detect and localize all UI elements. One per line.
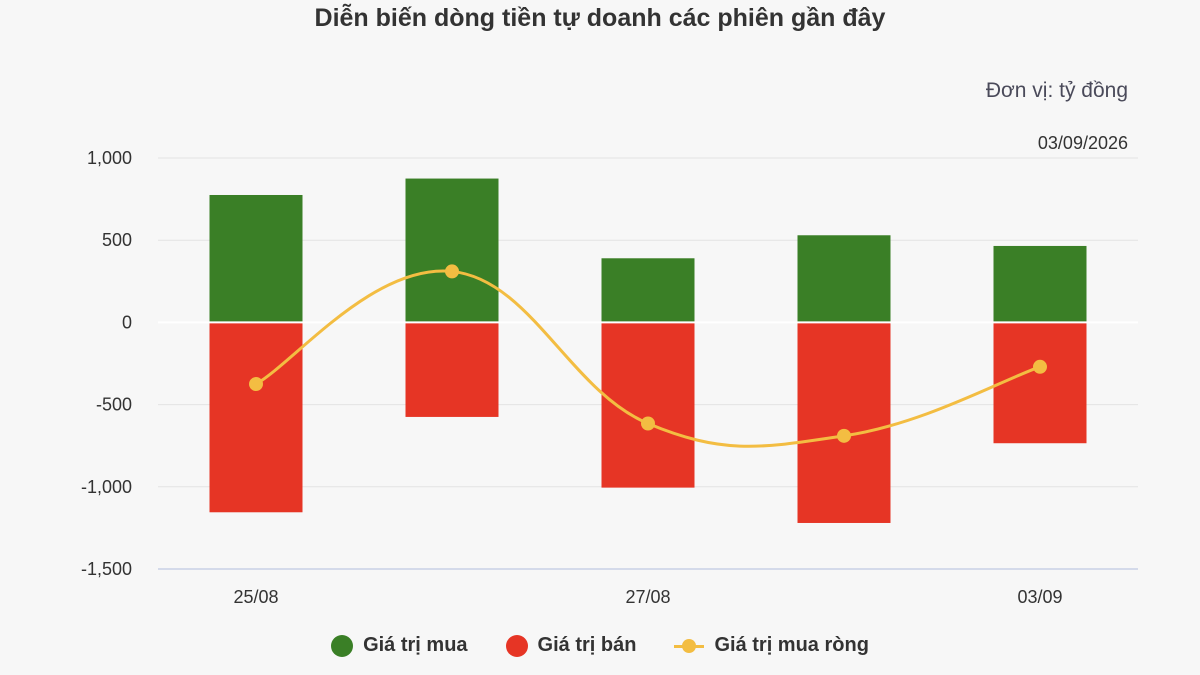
legend: Giá trị mua Giá trị bán Giá trị mua ròng xyxy=(0,634,1200,657)
sell-bar xyxy=(993,322,1087,444)
legend-net-label: Giá trị mua ròng xyxy=(714,634,869,656)
buy-bar xyxy=(209,194,303,323)
y-tick-label: 0 xyxy=(122,312,132,332)
bars xyxy=(158,178,1138,523)
buy-bar xyxy=(797,235,891,323)
legend-sell-label: Giá trị bán xyxy=(537,634,637,656)
legend-sell-marker xyxy=(505,634,528,657)
net-point xyxy=(837,428,851,443)
y-tick-label: 1,000 xyxy=(87,148,132,168)
legend-item-net[interactable]: Giá trị mua ròng xyxy=(674,634,869,657)
buy-bar xyxy=(405,178,499,323)
x-tick-label: 03/09 xyxy=(1017,587,1062,607)
x-tick-label: 27/08 xyxy=(625,587,670,607)
sell-bar xyxy=(405,322,499,417)
net-point xyxy=(1033,359,1047,374)
buy-bar xyxy=(601,258,695,323)
chart-title: Diễn biến dòng tiền tự doanh các phiên g… xyxy=(314,4,886,32)
legend-item-sell[interactable]: Giá trị bán xyxy=(505,634,637,657)
legend-item-buy[interactable]: Giá trị mua xyxy=(331,634,468,657)
net-line xyxy=(255,269,1041,448)
buy-bar xyxy=(993,245,1087,323)
legend-buy-label: Giá trị mua xyxy=(363,634,468,656)
y-tick-label: 500 xyxy=(102,230,132,250)
y-tick-label: -500 xyxy=(96,395,132,415)
net-point xyxy=(641,416,655,431)
sell-bar xyxy=(797,322,891,523)
legend-buy-marker xyxy=(331,634,354,657)
y-tick-label: -1,000 xyxy=(81,477,132,497)
legend-net-marker xyxy=(674,635,705,657)
unit-label: Đơn vị: tỷ đồng xyxy=(985,79,1128,102)
net-point xyxy=(445,264,459,279)
sell-bar xyxy=(209,322,303,513)
net-point xyxy=(249,377,263,392)
x-axis: 25/08 27/08 03/09 xyxy=(233,587,1062,607)
y-tick-label: -1,500 xyxy=(81,559,132,579)
x-tick-label: 25/08 xyxy=(233,587,278,607)
net-line-series xyxy=(249,264,1047,448)
y-axis: 1,000 500 0 -500 -1,000 -1,500 xyxy=(81,148,132,579)
date-label: 03/09/2026 xyxy=(1037,133,1128,153)
